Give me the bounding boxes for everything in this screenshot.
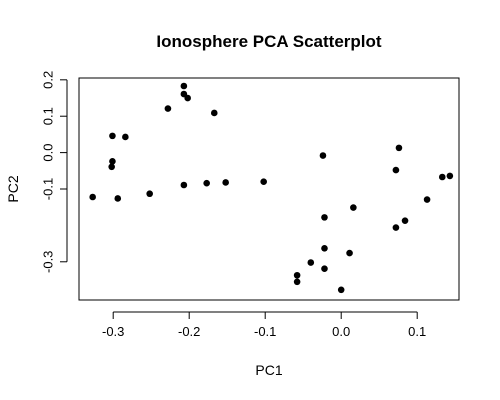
y-axis-label: PC2 xyxy=(5,175,21,202)
data-point xyxy=(401,217,409,224)
data-point xyxy=(114,195,122,202)
data-point xyxy=(321,245,328,252)
x-tick-label: 0.1 xyxy=(408,324,426,339)
y-tick-label: 0.1 xyxy=(41,107,56,125)
x-axis-label: PC1 xyxy=(255,362,282,378)
data-point xyxy=(319,152,327,159)
data-point xyxy=(293,278,301,286)
data-point xyxy=(109,158,116,165)
data-point xyxy=(222,179,229,186)
data-point xyxy=(203,179,210,187)
plot-frame xyxy=(78,77,460,301)
x-axis: -0.3 -0.2 -0.1 0.0 0.1 xyxy=(102,311,426,339)
data-point xyxy=(392,224,400,231)
y-tick-label: 0.0 xyxy=(41,144,56,162)
data-point xyxy=(446,172,454,180)
y-axis: -0.3 -0.1 0.0 0.1 0.2 xyxy=(41,71,68,273)
y-tick-label: 0.2 xyxy=(41,71,56,89)
data-point xyxy=(438,173,446,181)
data-point xyxy=(392,166,400,174)
data-point xyxy=(89,193,96,201)
data-point xyxy=(321,265,328,273)
y-tick-label: -0.3 xyxy=(41,251,56,273)
data-point xyxy=(321,214,328,221)
data-point xyxy=(350,204,357,211)
data-point xyxy=(395,144,403,152)
data-point xyxy=(146,190,153,198)
data-point xyxy=(293,271,301,279)
data-point xyxy=(180,82,188,90)
data-point xyxy=(109,132,116,140)
data-point xyxy=(423,196,431,203)
data-point xyxy=(180,181,188,189)
data-point xyxy=(337,286,345,294)
data-point xyxy=(184,94,191,102)
x-tick-label: -0.2 xyxy=(178,324,200,339)
data-point xyxy=(164,105,172,112)
data-point xyxy=(346,249,353,257)
data-point xyxy=(260,178,267,186)
data-point xyxy=(307,259,315,266)
x-tick-label: -0.3 xyxy=(102,324,124,339)
chart-title: Ionosphere PCA Scatterplot xyxy=(156,32,381,51)
data-point xyxy=(108,163,115,171)
x-tick-label: 0.0 xyxy=(332,324,350,339)
y-tick-label: -0.1 xyxy=(41,178,56,200)
data-point xyxy=(122,133,129,141)
data-point xyxy=(210,109,218,117)
data-points xyxy=(89,82,454,294)
x-tick-label: -0.1 xyxy=(254,324,276,339)
